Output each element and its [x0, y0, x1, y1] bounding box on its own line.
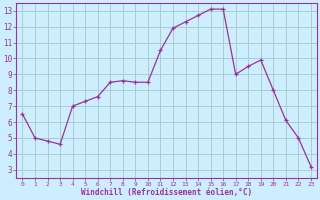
X-axis label: Windchill (Refroidissement éolien,°C): Windchill (Refroidissement éolien,°C) — [81, 188, 252, 197]
